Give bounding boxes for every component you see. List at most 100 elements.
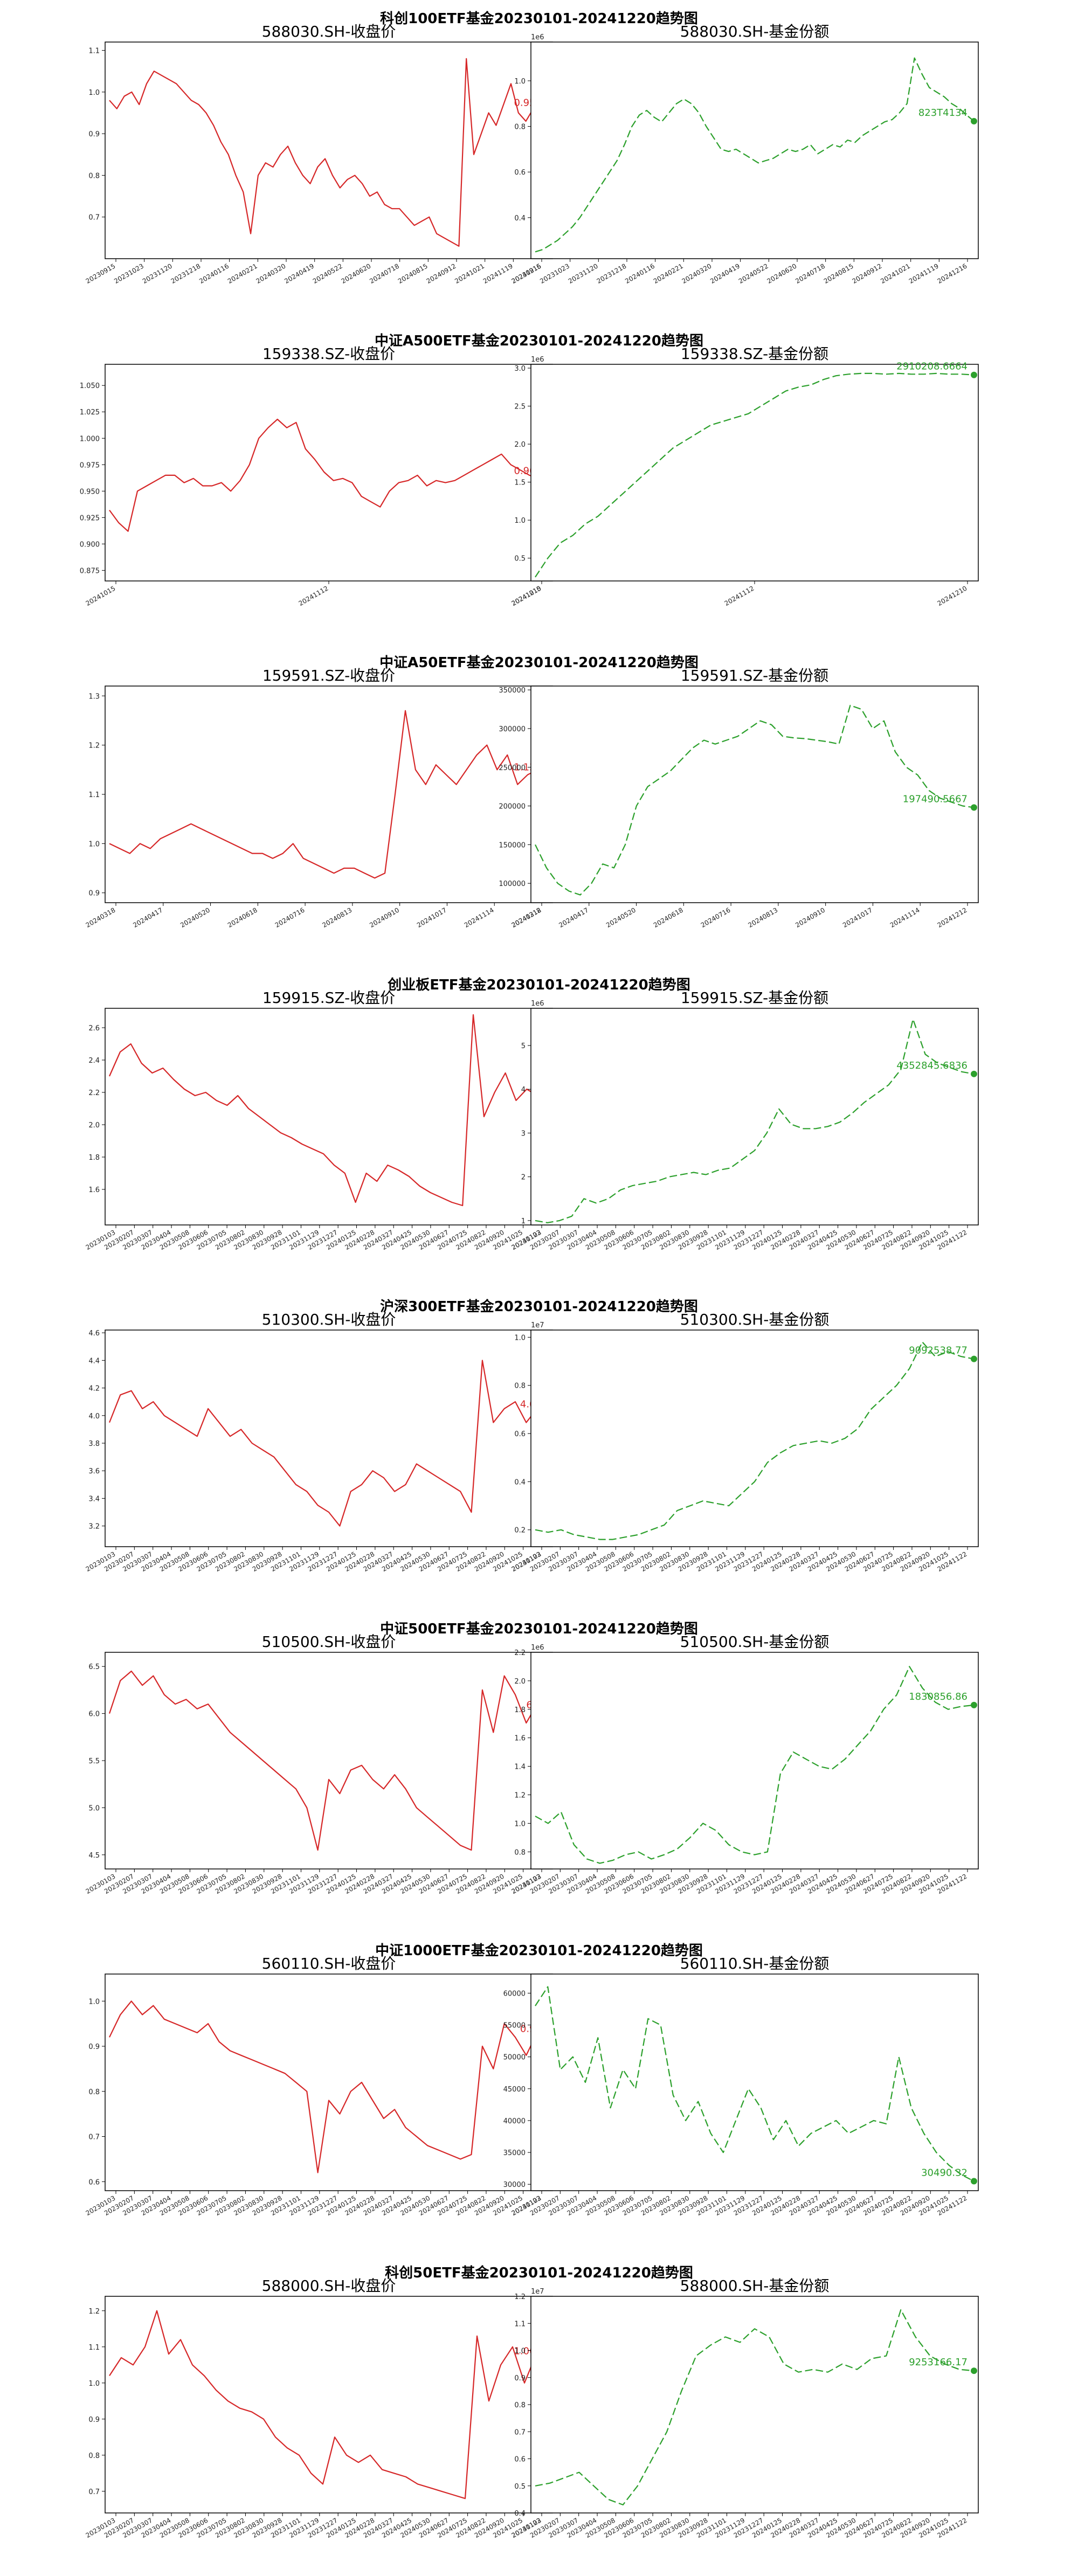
y-tick-label: 0.7	[88, 2488, 100, 2496]
y-tick-label: 1.0	[88, 1998, 100, 2006]
y-tick-label: 1.8	[514, 1706, 526, 1714]
x-tick-label: 20240618	[226, 906, 259, 929]
panel-title: 588030.SH-收盘价	[262, 23, 396, 40]
y-tick-label: 0.6	[514, 2456, 526, 2464]
end-point-marker	[971, 1070, 977, 1077]
y-tick-label: 35000	[503, 2149, 526, 2157]
close-price-line	[109, 418, 549, 532]
x-tick-label: 20240116	[624, 262, 656, 285]
x-tick-label: 20240417	[132, 906, 164, 929]
y-tick-label: 0.900	[80, 541, 100, 549]
plot-frame	[105, 364, 553, 581]
y-tick-label: 250000	[499, 764, 526, 772]
x-tick-label: 20240912	[851, 262, 883, 285]
x-tick-label: 20240620	[340, 262, 372, 285]
x-tick-label: 20231218	[170, 262, 202, 285]
x-tick-label: 20240815	[397, 262, 429, 285]
plot-frame	[530, 41, 979, 259]
x-tick-label: 20241021	[879, 262, 911, 285]
y-tick-label: 1.025	[80, 408, 100, 417]
price-panel: 588000.SH-收盘价0.70.80.91.01.11.2202301032…	[85, 2277, 553, 2539]
y-tick-label: 1.0	[514, 517, 526, 525]
y-tick-label: 2.2	[88, 1089, 100, 1097]
y-tick-label: 1.0	[514, 1820, 526, 1828]
x-tick-label: 20240320	[681, 262, 713, 285]
x-tick-label: 20241119	[482, 262, 514, 285]
x-tick-label: 20241015	[85, 584, 117, 607]
panel-title: 510500.SH-收盘价	[262, 1633, 396, 1651]
y-tick-label: 2.6	[88, 1024, 100, 1033]
y-tick-label: 0.9	[88, 130, 100, 139]
fund-share-line	[535, 1019, 975, 1223]
y-tick-label: 40000	[503, 2117, 526, 2125]
panel-title: 510300.SH-收盘价	[262, 1311, 396, 1328]
y-tick-label: 1.4	[514, 1763, 526, 1771]
x-tick-label: 20240815	[823, 262, 855, 285]
y-tick-label: 1.8	[88, 1154, 100, 1162]
y-tick-label: 0.7	[88, 2134, 100, 2142]
panel-title: 159915.SZ-收盘价	[262, 989, 395, 1007]
end-point-marker	[971, 117, 977, 124]
panel-title: 510300.SH-基金份额	[680, 1311, 830, 1328]
x-tick-label: 20241216	[936, 262, 969, 285]
price-panel: 159591.SZ-收盘价 0.9 1.0 1.1 1.2 1.3 20240318 2024…	[85, 667, 553, 929]
x-tick-label: 20241112	[298, 584, 330, 607]
y-tick-label: 60000	[503, 1990, 526, 1998]
panel-title: 588030.SH-基金份额	[680, 23, 830, 40]
y-tick-label: 0.8	[514, 1382, 526, 1390]
y-tick-label: 1.000	[80, 435, 100, 443]
x-tick-label: 20240522	[737, 262, 770, 285]
fund-share-line	[535, 1986, 975, 2182]
y-tick-label: 4.2	[88, 1385, 100, 1393]
x-tick-label: 20241015	[510, 584, 543, 607]
y-tick-label: 0.2	[514, 1527, 526, 1535]
x-tick-label: 20241017	[841, 906, 874, 929]
x-tick-label: 20240318	[510, 906, 543, 929]
x-tick-label: 20240718	[368, 262, 400, 285]
y-tick-label: 0.8	[514, 123, 526, 131]
y-tick-label: 1.1	[88, 791, 100, 799]
y-tick-label: 0.4	[514, 1478, 526, 1486]
y-tick-label: 0.975	[80, 461, 100, 469]
x-tick-label: 20240620	[766, 262, 798, 285]
x-tick-label: 20240417	[557, 906, 590, 929]
y-tick-label: 3.8	[88, 1440, 100, 1448]
y-tick-label: 0.4	[514, 2510, 526, 2518]
y-tick-label: 4.0	[88, 1412, 100, 1421]
x-tick-label: 20240716	[700, 906, 732, 929]
y-tick-label: 1.6	[514, 1735, 526, 1743]
y-tick-label: 55000	[503, 2022, 526, 2030]
y-tick-label: 0.950	[80, 488, 100, 496]
plot-frame	[105, 1973, 553, 2191]
panel-title: 159915.SZ-基金份额	[681, 989, 828, 1007]
x-tick-label: 20241114	[463, 906, 495, 929]
x-tick-label: 20240522	[312, 262, 344, 285]
fund-trend-suptitle: 中证A50ETF基金20230101-20241220趋势图	[379, 654, 699, 671]
x-tick-label: 20240520	[179, 906, 211, 929]
y-tick-label: 2	[521, 1174, 526, 1182]
y-tick-label: 1.5	[514, 479, 526, 487]
y-tick-label: 0.9	[88, 2416, 100, 2424]
price-panel: 159338.SZ-收盘价 0.875 0.900 0.925 0.950 0.975 1.…	[80, 345, 553, 607]
y-tick-label: 45000	[503, 2086, 526, 2094]
y-tick-label: 4	[521, 1086, 526, 1094]
plot-frame	[105, 1652, 553, 1869]
price-panel: 510500.SH-收盘价4.55.05.56.06.5202301032023…	[85, 1633, 553, 1895]
x-tick-label: 20241212	[936, 906, 969, 929]
fund-trend-suptitle: 创业板ETF基金20230101-20241220趋势图	[387, 977, 690, 993]
y-tick-label: 1.2	[88, 742, 100, 750]
y-tick-label: 1.1	[88, 2344, 100, 2352]
x-tick-label: 20231023	[113, 262, 145, 285]
fund-trend-suptitle: 科创50ETF基金20230101-20241220趋势图	[385, 2265, 693, 2281]
close-price-line	[108, 1014, 549, 1207]
plot-frame	[530, 1329, 979, 1547]
fund-share-line	[535, 704, 975, 896]
y-tick-label: 5	[521, 1042, 526, 1050]
y-tick-label: 0.7	[514, 2428, 526, 2436]
x-tick-label: 20240419	[709, 262, 741, 285]
close-price-line	[108, 1670, 549, 1851]
x-tick-label: 20240221	[226, 262, 259, 285]
y-tick-label: 5.0	[88, 1804, 100, 1812]
y-tick-label: 1.6	[88, 1186, 100, 1194]
fund-share-line	[535, 1666, 975, 1864]
